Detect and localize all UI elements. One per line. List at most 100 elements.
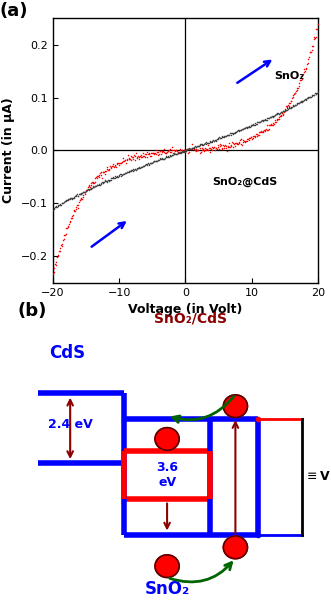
Point (170, 148, 176, 157)
Point (169, 142, 174, 152)
Point (200, 143, 205, 153)
Point (152, 156, 157, 166)
Point (163, 153, 168, 162)
Point (170, 150, 175, 160)
Point (74, 190, 79, 199)
Point (314, 88, 320, 97)
Point (145, 159, 150, 169)
Point (91, 182, 96, 192)
Point (83, 185, 89, 195)
Point (233, 128, 239, 137)
Point (127, 166, 132, 176)
Point (129, 152, 135, 162)
Point (231, 128, 237, 137)
Point (157, 154, 163, 164)
Point (254, 119, 259, 129)
Point (266, 113, 271, 123)
Point (56, 201, 61, 210)
Point (258, 128, 263, 137)
Point (237, 126, 242, 136)
Point (202, 143, 208, 153)
Point (68, 193, 73, 203)
Point (245, 122, 251, 131)
Point (57, 199, 62, 209)
Point (256, 130, 261, 140)
Point (181, 145, 186, 155)
Point (64, 224, 70, 233)
Point (235, 139, 240, 148)
Point (280, 106, 285, 116)
Point (134, 153, 139, 163)
Point (103, 176, 108, 186)
Point (215, 140, 220, 150)
Point (289, 97, 294, 106)
Point (220, 140, 225, 150)
Point (196, 141, 202, 151)
Point (273, 117, 279, 127)
Point (281, 108, 287, 117)
Point (133, 151, 138, 161)
FancyArrowPatch shape (170, 562, 232, 582)
Point (261, 127, 266, 137)
Point (219, 143, 225, 153)
Point (109, 161, 115, 171)
Point (172, 147, 178, 156)
Point (52, 263, 57, 273)
Point (123, 158, 129, 168)
Point (312, 33, 318, 43)
Point (248, 133, 253, 142)
Point (219, 131, 224, 141)
Point (268, 120, 273, 130)
Point (198, 143, 203, 153)
Point (301, 64, 307, 74)
Point (115, 171, 120, 181)
Point (245, 134, 250, 143)
Point (180, 147, 186, 157)
Point (66, 195, 71, 204)
Point (281, 106, 286, 116)
Point (75, 203, 80, 213)
Point (298, 75, 303, 85)
Point (277, 111, 283, 121)
Point (183, 145, 188, 155)
Point (217, 133, 222, 142)
Point (81, 187, 86, 196)
Point (269, 119, 274, 129)
Point (115, 171, 120, 181)
Point (109, 173, 115, 183)
Point (80, 192, 85, 202)
Point (99, 178, 105, 187)
Point (110, 161, 115, 171)
Point (210, 143, 215, 153)
Point (263, 115, 269, 125)
Point (243, 136, 248, 146)
Point (252, 120, 257, 130)
Point (201, 139, 206, 149)
Point (237, 126, 243, 136)
Point (56, 200, 62, 210)
Point (205, 138, 210, 148)
Point (107, 164, 112, 174)
Point (289, 102, 295, 112)
Point (174, 149, 179, 159)
Point (252, 120, 258, 130)
Y-axis label: Current (in μA): Current (in μA) (2, 98, 16, 203)
Point (219, 133, 225, 142)
Point (210, 145, 215, 154)
Point (293, 100, 299, 109)
Point (128, 167, 133, 176)
Point (209, 137, 214, 147)
Point (269, 112, 274, 122)
Point (253, 131, 258, 141)
Point (206, 140, 211, 150)
Point (282, 106, 287, 116)
Point (140, 148, 145, 157)
Point (249, 121, 254, 131)
Point (184, 145, 189, 154)
Point (151, 156, 157, 166)
Point (283, 104, 288, 114)
Point (85, 185, 90, 195)
Point (144, 148, 149, 157)
Point (84, 185, 89, 195)
Point (78, 194, 83, 204)
